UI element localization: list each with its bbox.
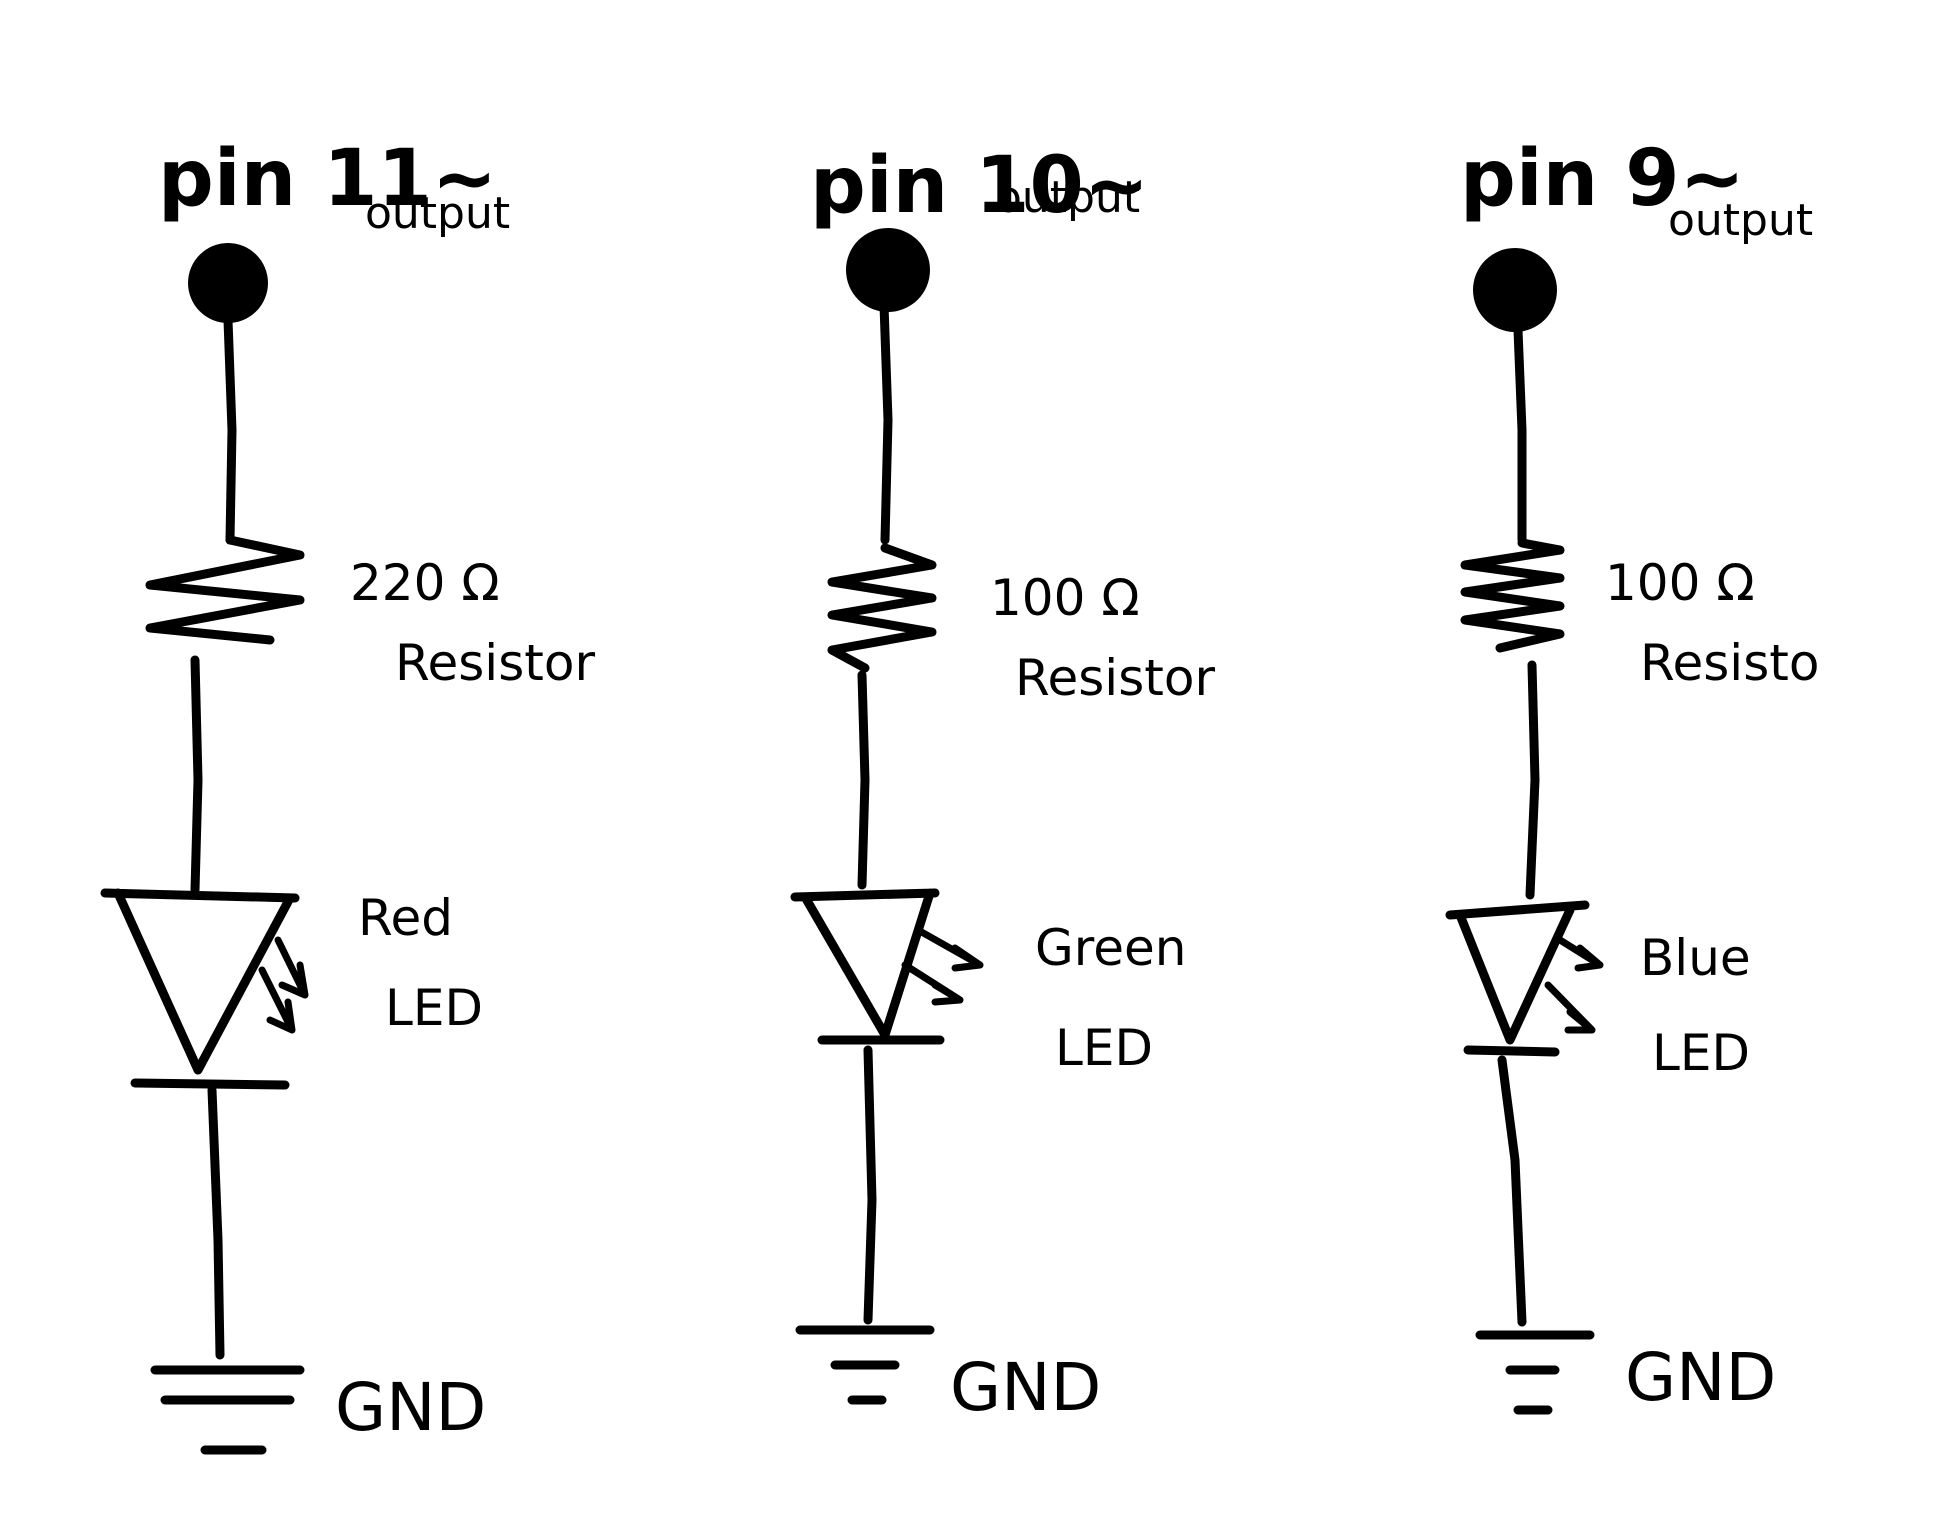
led-symbol — [100, 888, 300, 1075]
led-symbol — [790, 888, 940, 1040]
resistor-label: Resistor — [395, 634, 595, 692]
led-symbol — [1445, 900, 1590, 1045]
led-color-label: Red — [358, 889, 453, 947]
led-light-arrow-2 — [901, 961, 964, 1006]
ground-label: GND — [335, 1369, 486, 1446]
resistor-value: 100 Ω — [1605, 554, 1755, 612]
output-node — [846, 228, 930, 312]
circuit-red: pin 11~ output 220 Ω Resistor Red LED GN… — [100, 134, 595, 1455]
pin-label: pin 9~ — [1460, 134, 1745, 224]
led-light-arrow-2 — [258, 966, 296, 1034]
led-cathode-bar — [130, 1078, 290, 1090]
wire-resistor-led — [1525, 660, 1540, 900]
resistor-symbol — [1460, 538, 1565, 653]
ground-label: GND — [1625, 1339, 1776, 1416]
ground-symbol — [795, 1325, 935, 1405]
wire-pin-resistor — [1513, 325, 1527, 545]
led-label: LED — [385, 979, 483, 1037]
pin-label: pin 10~ — [810, 141, 1149, 231]
resistor-label: Resistor — [1015, 649, 1215, 707]
led-light-arrow-1 — [1556, 936, 1604, 972]
ground-symbol — [1475, 1330, 1595, 1415]
wire-led-ground — [207, 1085, 225, 1360]
led-color-label: Blue — [1640, 929, 1751, 987]
wire-pin-resistor — [223, 315, 237, 545]
resistor-label: Resisto — [1640, 634, 1819, 692]
led-label: LED — [1652, 1024, 1750, 1082]
output-label: output — [995, 172, 1140, 223]
led-light-arrow-2 — [1544, 981, 1596, 1034]
output-label: output — [365, 188, 510, 239]
led-label: LED — [1055, 1019, 1153, 1077]
resistor-symbol — [145, 535, 305, 645]
output-node — [188, 243, 268, 323]
circuit-blue: pin 9~ output 100 Ω Resisto Blue LED GND — [1445, 134, 1819, 1416]
ground-symbol — [150, 1365, 305, 1455]
wire-resistor-led — [190, 655, 203, 895]
wire-led-ground — [863, 1045, 877, 1325]
ground-label: GND — [950, 1349, 1101, 1426]
led-color-label: Green — [1035, 919, 1186, 977]
output-node — [1473, 248, 1557, 332]
wire-pin-resistor — [879, 300, 893, 545]
led-light-arrow-1 — [914, 926, 984, 972]
pin-label: pin 11~ — [158, 134, 497, 224]
wire-resistor-led — [857, 670, 870, 890]
output-label: output — [1668, 195, 1813, 246]
resistor-value: 100 Ω — [990, 569, 1140, 627]
led-cathode-bar — [1463, 1045, 1560, 1057]
resistor-symbol — [827, 543, 937, 673]
resistor-value: 220 Ω — [350, 554, 500, 612]
wire-led-ground — [1497, 1055, 1527, 1327]
circuit-green: pin 10~ output 100 Ω Resistor Green LED … — [790, 141, 1215, 1426]
led-light-arrow-1 — [274, 936, 309, 999]
